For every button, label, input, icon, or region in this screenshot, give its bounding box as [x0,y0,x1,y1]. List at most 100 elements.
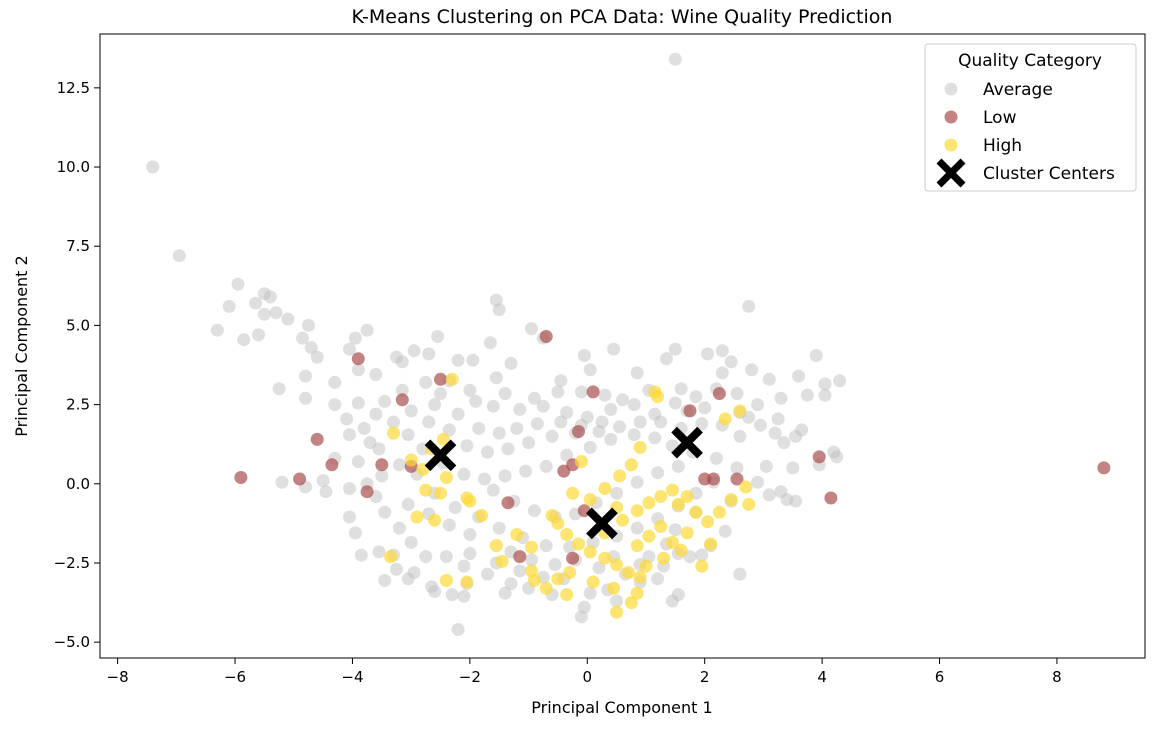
average-point [525,553,538,567]
high-point [630,586,644,600]
average-point [328,398,342,412]
x-tick-label: −6 [224,668,246,686]
average-point [172,249,186,263]
average-point [360,323,374,337]
high-point [539,581,553,595]
legend-swatch-average [944,82,958,96]
average-point [689,390,703,404]
high-point [598,482,612,495]
average-point [651,466,665,480]
x-tick-label: 4 [817,668,827,686]
high-point [527,573,541,587]
y-axis: −5.0 −2.5 0.0 2.5 5.0 7.5 10.0 12.5 [54,79,100,651]
high-point [642,496,656,510]
average-point [745,363,759,377]
average-point [481,445,494,459]
average-point [774,391,788,405]
average-point [328,375,342,389]
average-point [759,459,773,473]
legend-swatch-cluster-centers [936,158,966,188]
average-point [513,402,527,416]
average-point [613,420,627,434]
average-point [281,312,295,326]
y-tick-label: 10.0 [57,158,90,176]
average-point [519,464,533,478]
high-point [621,566,635,579]
average-point [451,353,465,367]
high-point [610,558,624,572]
high-point [586,575,600,589]
low-point [501,496,515,510]
average-point [422,347,436,361]
average-point [299,391,312,405]
high-point [624,596,638,610]
average-point [751,398,764,412]
high-point [387,426,400,440]
average-point [296,331,309,345]
high-point [724,493,738,507]
average-point [348,526,362,540]
high-point [510,528,524,541]
average-point [419,550,433,564]
high-point [665,483,679,497]
average-point [316,474,330,488]
average-point [610,486,624,500]
average-point [607,342,621,356]
low-point [434,372,447,386]
average-point [451,623,465,636]
x-tick-label: 2 [700,668,710,686]
average-point [263,290,277,304]
cluster-center-marker [586,507,618,540]
high-point [630,504,644,518]
average-point [401,497,415,511]
average-point [630,521,644,535]
high-point [434,486,447,500]
average-point [422,415,436,429]
average-point [833,374,847,388]
average-point [554,374,568,388]
average-point [504,356,518,370]
high-point [436,432,450,446]
high-point [674,543,688,557]
average-point [369,407,383,421]
high-point [733,404,747,418]
legend: Quality Category Average Low High Cluste… [924,43,1137,192]
high-point [563,566,577,579]
high-point [419,483,433,497]
high-point [657,551,671,565]
high-point [671,497,685,511]
average-point [800,388,814,402]
high-point [525,540,538,554]
average-point [489,371,503,385]
average-point [354,548,368,562]
average-point [777,436,791,450]
average-point [387,415,400,429]
average-point [404,535,418,549]
average-point [222,299,236,313]
high-point [704,537,718,551]
average-point [428,398,442,412]
high-point [560,528,574,541]
high-point [551,572,565,586]
average-point [257,307,271,321]
high-point [689,505,703,519]
average-point [401,572,415,586]
legend-label-low: Low [983,108,1017,128]
legend-label-cluster-centers: Cluster Centers [983,164,1115,184]
x-axis-label: Principal Component 1 [531,698,712,717]
average-point [392,458,406,472]
average-point [510,421,524,435]
legend-swatch-high [944,138,958,152]
average-point [378,573,392,587]
average-point [630,366,644,380]
low-point [234,471,248,484]
legend-label-average: Average [983,80,1053,100]
high-point [633,440,647,454]
y-tick-label: 12.5 [57,79,90,97]
average-point [751,475,764,489]
average-point [789,494,803,508]
average-point [616,393,629,407]
average-point [301,318,315,332]
average-point [604,402,618,416]
